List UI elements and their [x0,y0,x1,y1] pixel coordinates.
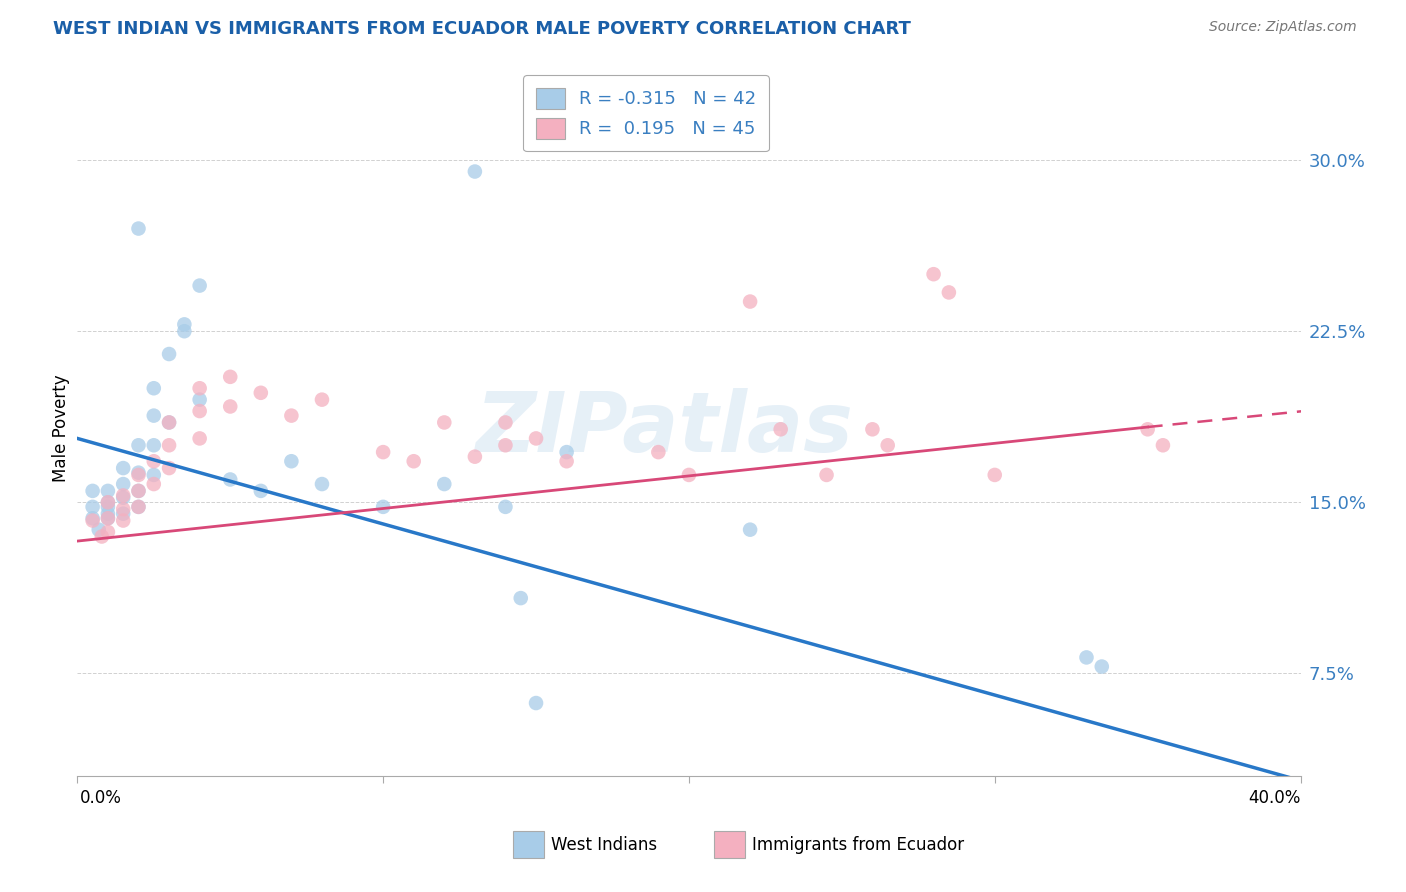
Point [524,432,547,446]
Text: WEST INDIAN VS IMMIGRANTS FROM ECUADOR MALE POVERTY CORRELATION CHART: WEST INDIAN VS IMMIGRANTS FROM ECUADOR M… [53,20,911,37]
Point [250,483,273,498]
Point [740,294,762,309]
Point [555,454,578,468]
Point [862,422,884,436]
Point [157,461,180,475]
Point [1152,438,1174,452]
Point [188,381,211,395]
Point [815,467,838,482]
Point [157,347,180,361]
Point [127,467,149,482]
Point [82,514,104,528]
Point [495,500,517,514]
Point [97,524,120,539]
Point [984,467,1007,482]
Point [524,696,547,710]
Point [173,318,195,332]
Point [127,438,149,452]
Point [495,438,517,452]
Y-axis label: Male Poverty: Male Poverty [52,375,70,482]
Point [90,529,112,543]
Point [433,416,456,430]
Point [219,369,242,384]
Point [157,416,180,430]
Point [1136,422,1159,436]
Point [127,221,149,235]
Point [112,491,135,505]
Point [678,467,700,482]
Point [142,381,165,395]
Point [250,385,273,400]
Text: West Indians: West Indians [551,836,657,854]
Point [142,477,165,491]
Point [112,461,135,475]
Point [555,445,578,459]
Point [188,278,211,293]
Point [82,483,104,498]
Point [876,438,898,452]
Point [647,445,669,459]
Point [188,432,211,446]
Point [280,454,302,468]
Point [127,466,149,480]
Text: 40.0%: 40.0% [1249,789,1301,807]
Point [173,324,195,338]
Point [371,500,394,514]
Legend: R = -0.315   N = 42, R =  0.195   N = 45: R = -0.315 N = 42, R = 0.195 N = 45 [523,76,769,152]
Point [87,523,110,537]
Point [97,500,120,514]
Point [142,467,165,482]
Point [433,477,456,491]
Point [464,164,486,178]
Text: 0.0%: 0.0% [80,789,122,807]
Text: ZIPatlas: ZIPatlas [475,388,853,468]
Point [219,473,242,487]
Text: Source: ZipAtlas.com: Source: ZipAtlas.com [1209,20,1357,34]
Point [509,591,531,606]
Point [112,488,135,502]
Point [495,416,517,430]
Point [280,409,302,423]
Point [142,454,165,468]
Point [142,409,165,423]
Point [188,392,211,407]
Point [1076,650,1098,665]
Point [922,267,945,281]
Point [311,392,333,407]
Point [740,523,762,537]
Point [769,422,792,436]
Point [112,507,135,521]
Point [142,438,165,452]
Point [97,495,120,509]
Point [1091,659,1114,673]
Point [97,507,120,521]
Point [127,500,149,514]
Point [371,445,394,459]
Point [112,514,135,528]
Point [112,477,135,491]
Point [82,511,104,525]
Point [464,450,486,464]
Point [97,495,120,509]
Point [219,400,242,414]
Point [97,511,120,525]
Text: Immigrants from Ecuador: Immigrants from Ecuador [752,836,965,854]
Point [127,483,149,498]
Point [402,454,425,468]
Point [188,404,211,418]
Point [311,477,333,491]
Point [157,438,180,452]
Point [82,500,104,514]
Point [127,500,149,514]
Point [127,483,149,498]
Point [97,511,120,525]
Point [157,416,180,430]
Point [97,483,120,498]
Point [938,285,960,300]
Point [112,502,135,516]
